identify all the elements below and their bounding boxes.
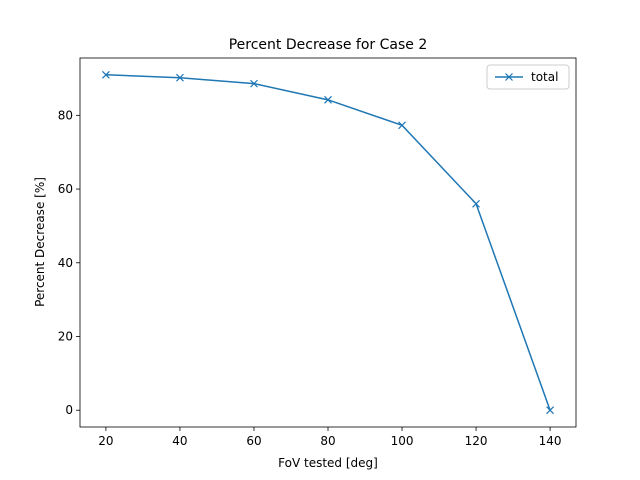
y-tick-label-40: 40	[58, 256, 73, 270]
data-point-0-1	[176, 73, 184, 82]
data-point-0-4	[398, 121, 406, 130]
axes-frame	[79, 57, 577, 428]
x-tick-label-120: 120	[465, 434, 488, 448]
y-tick-label-80: 80	[58, 108, 73, 122]
y-tick-label-60: 60	[58, 182, 73, 196]
x-tick-label-20: 20	[98, 434, 113, 448]
y-tick-label-20: 20	[58, 330, 73, 344]
y-tick-label-0: 0	[65, 403, 73, 417]
x-tick-label-140: 140	[539, 434, 562, 448]
legend-label-0: total	[531, 70, 558, 84]
chart-title: Percent Decrease for Case 2	[229, 37, 428, 53]
x-axis-label: FoV tested [deg]	[278, 456, 378, 470]
data-point-0-6	[546, 406, 555, 415]
x-tick-label-40: 40	[172, 434, 187, 448]
data-point-0-3	[324, 95, 332, 104]
legend-marker-0	[505, 73, 513, 81]
data-point-0-2	[250, 79, 258, 88]
plot-area: 20 40 60 80 100 120 140 0 20 40 60 80 total	[58, 57, 577, 448]
data-point-0-0	[101, 70, 110, 79]
y-axis-label: Percent Decrease [%]	[33, 177, 47, 307]
x-tick-label-100: 100	[391, 434, 414, 448]
data-point-0-5	[472, 199, 480, 208]
x-tick-label-80: 80	[320, 434, 335, 448]
x-tick-label-60: 60	[246, 434, 261, 448]
legend-box	[486, 64, 570, 90]
